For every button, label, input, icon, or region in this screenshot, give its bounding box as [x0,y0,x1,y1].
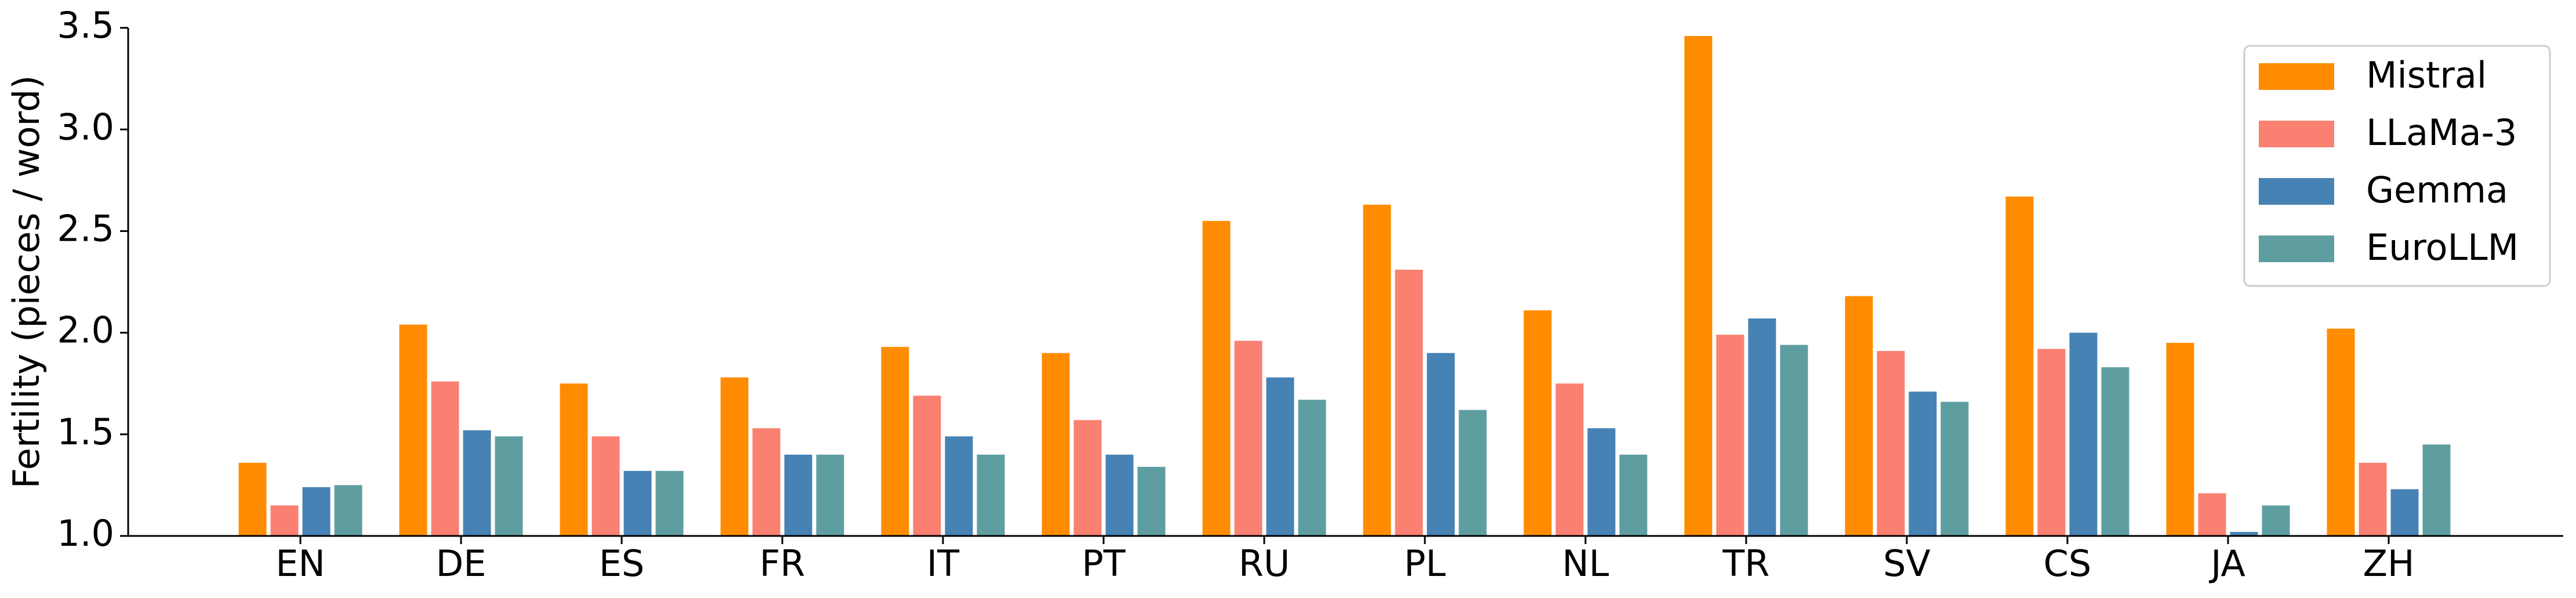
bar [1555,383,1584,536]
bar [1684,36,1713,537]
x-tick-label: RU [1239,542,1290,585]
bar [2262,505,2290,536]
y-axis-label: Fertility (pieces / word) [5,75,48,489]
bar [1619,454,1648,536]
legend-swatch [2259,121,2334,147]
bar [2327,328,2355,536]
bar [238,462,267,536]
bar [784,454,812,536]
bar [1748,318,1776,536]
x-tick-label: TR [1722,542,1770,585]
x-tick-label: PT [1082,542,1126,585]
bar [2037,349,2066,536]
legend-swatch [2259,178,2334,205]
bar [881,347,909,536]
bar [2390,489,2419,536]
bar [1363,204,1391,536]
bar [2005,196,2034,536]
legend-label: Mistral [2366,54,2487,96]
bar [1266,377,1294,536]
bar [1105,454,1134,536]
bar [752,428,781,536]
x-tick-label: CS [2044,542,2092,585]
legend-label: EuroLLM [2366,226,2519,269]
bar [2230,531,2258,536]
bar [270,505,299,536]
bar [2166,343,2194,536]
bar [1716,335,1744,536]
bar [431,381,459,536]
bar [1073,420,1102,536]
bar [1940,401,1969,536]
y-tick-label: 3.5 [57,4,114,46]
bar [2198,493,2226,536]
bar [1234,340,1262,536]
bar [1523,310,1552,536]
bar [1427,353,1455,536]
bar [1042,353,1070,536]
bar [1395,269,1423,536]
bar [1458,409,1487,536]
bar [1877,351,1905,536]
x-tick-label: SV [1883,542,1931,585]
bar [2422,444,2451,536]
bar [913,396,941,536]
bar [623,470,652,536]
bar [1587,428,1616,536]
bar [1909,392,1937,536]
legend-label: Gemma [2366,169,2508,211]
x-tick-label: DE [436,542,487,585]
bar [302,487,331,536]
legend-swatch [2259,63,2334,90]
bar [945,436,973,536]
x-tick-label: FR [760,542,806,585]
x-tick-label: ES [599,542,645,585]
y-tick-label: 3.0 [57,106,114,148]
bar [2101,367,2129,536]
bar [655,470,684,536]
bar [334,485,362,536]
bar [1780,345,1808,536]
bar [720,377,749,536]
bar [2069,332,2098,536]
bar [592,436,620,536]
legend-swatch [2259,235,2334,262]
bar [560,383,588,536]
y-tick-label: 1.0 [57,512,114,554]
y-tick-label: 2.0 [57,309,114,351]
bar [1845,296,1873,536]
bar [2359,462,2387,536]
x-tick-label: EN [275,542,325,585]
bar [816,454,844,536]
bar [463,430,491,536]
x-tick-label: NL [1562,542,1609,585]
bar [495,436,523,536]
legend-label: LLaMa-3 [2366,111,2517,154]
bar [1202,220,1231,536]
bar [977,454,1005,536]
legend-box [2243,45,2551,287]
y-tick-label: 1.5 [57,411,114,453]
bar [1137,466,1166,536]
x-tick-label: ZH [2363,542,2414,585]
x-tick-label: IT [927,542,960,585]
x-tick-label: JA [2208,542,2245,585]
bar [399,324,427,536]
x-tick-label: PL [1404,542,1446,585]
y-tick-label: 2.5 [57,207,114,249]
bar [1298,400,1326,536]
